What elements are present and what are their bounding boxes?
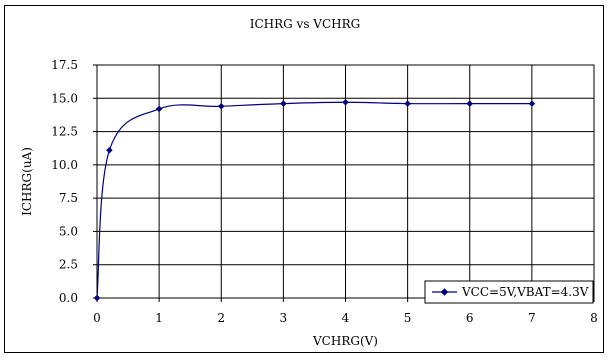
x-tick-label: 2: [217, 311, 225, 325]
data-point: [342, 98, 349, 106]
data-point: [466, 100, 474, 107]
x-tick-label: 3: [280, 311, 288, 325]
y-tick-label: 7.5: [59, 191, 78, 205]
y-axis-label: ICHRG(uA): [20, 147, 34, 216]
data-point: [93, 294, 101, 302]
y-tick-label: 5.0: [59, 224, 78, 238]
x-tick-label: 8: [590, 311, 598, 325]
y-tick-label: 15.0: [51, 91, 78, 105]
y-tick-labels: 0.0 2.5 5.0 7.5 10.0 12.5 15.0 17.5: [51, 58, 78, 305]
legend: VCC=5V,VBAT=4.3V: [424, 280, 594, 304]
x-tick-label: 0: [93, 311, 101, 325]
series-layer: [93, 98, 536, 302]
x-tick-label: 4: [342, 311, 350, 325]
x-tick-label: 7: [528, 311, 536, 325]
data-point: [280, 100, 287, 107]
y-tick-label: 0.0: [59, 291, 78, 305]
chart-title: ICHRG vs VCHRG: [250, 17, 361, 31]
legend-box: [424, 280, 594, 304]
data-point: [528, 100, 536, 107]
x-tick-labels: 0 1 2 3 4 5 6 7 8: [93, 311, 598, 325]
y-tick-label: 17.5: [51, 58, 78, 72]
x-tick-label: 6: [466, 311, 474, 325]
grid-layer: [93, 64, 595, 302]
data-point: [155, 105, 163, 113]
data-point: [106, 146, 113, 154]
y-tick-label: 2.5: [59, 258, 78, 272]
y-tick-label: 12.5: [51, 125, 78, 139]
x-axis-label: VCHRG(V): [312, 334, 378, 348]
data-point: [217, 102, 225, 110]
x-tick-label: 1: [155, 311, 163, 325]
y-tick-label: 10.0: [51, 158, 78, 172]
legend-marker: [440, 288, 449, 296]
data-point: [404, 100, 411, 107]
legend-series-label: VCC=5V,VBAT=4.3V: [461, 285, 589, 299]
x-tick-label: 5: [404, 311, 412, 325]
